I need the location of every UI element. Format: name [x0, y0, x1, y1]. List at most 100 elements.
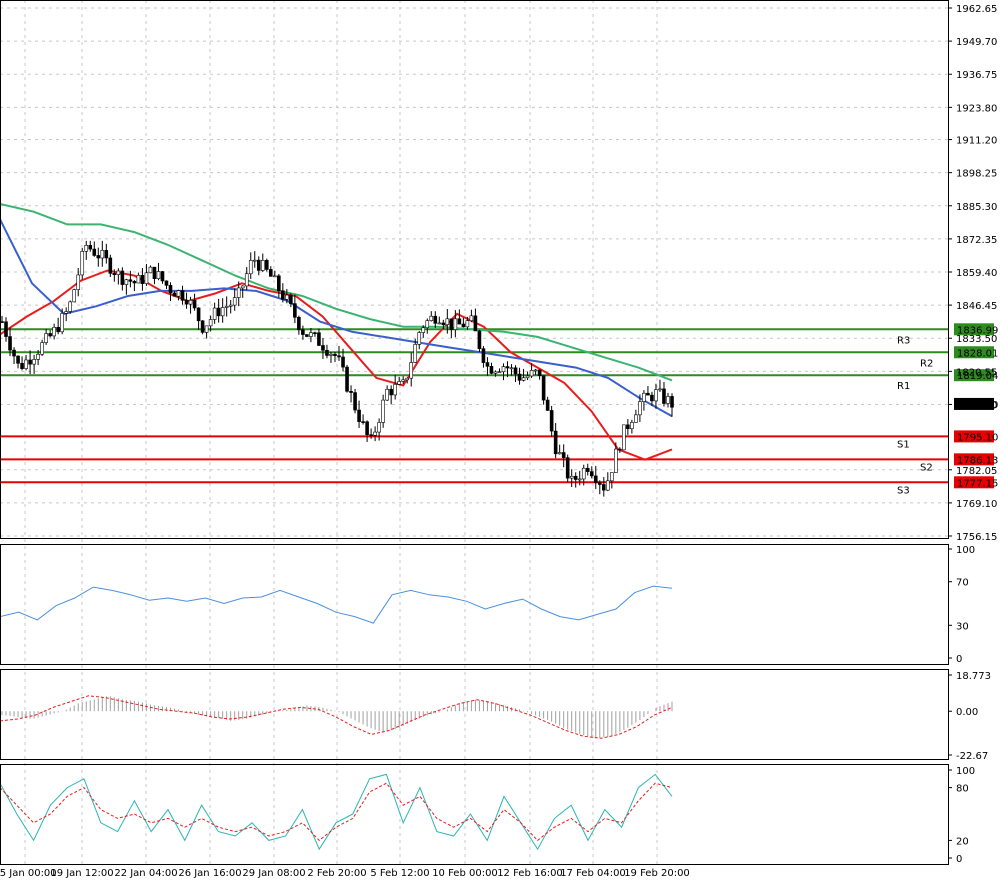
- candle-body: [333, 353, 337, 356]
- y-tick-label: 1923.80: [956, 103, 997, 114]
- candle-body: [349, 391, 353, 393]
- candle-body: [120, 270, 125, 285]
- candle-body: [557, 452, 562, 455]
- candle-body: [618, 448, 622, 451]
- candle-body: [136, 275, 141, 284]
- ma-line-ma_mid: [0, 218, 673, 418]
- candle-body: [160, 271, 165, 282]
- oscillator-panes: [0, 585, 673, 851]
- candle-body: [281, 290, 285, 300]
- candle-body: [581, 467, 586, 480]
- candle-body: [345, 366, 349, 392]
- y-tick-label: 1885.30: [956, 202, 997, 213]
- rsi-tick-label: 70: [956, 578, 969, 589]
- candle-body: [341, 356, 345, 368]
- candle-body: [614, 448, 618, 473]
- level-name-s1: S1: [897, 439, 910, 450]
- candle-body: [329, 353, 333, 356]
- level-name-r3: R3: [897, 335, 910, 346]
- candle-body: [638, 401, 642, 416]
- grid-lines: [0, 0, 948, 865]
- candle-body: [204, 325, 209, 333]
- candle-body: [216, 307, 221, 317]
- candle-body: [429, 315, 434, 321]
- candle-body: [128, 279, 133, 282]
- rsi-line: [0, 585, 673, 624]
- candle-body: [24, 359, 28, 369]
- candle-body: [232, 297, 237, 306]
- candle-body: [144, 272, 149, 284]
- level-name-r2: R2: [920, 358, 933, 369]
- candle-body: [577, 478, 582, 481]
- ma-line-ma_fast: [0, 269, 673, 461]
- candle-body: [630, 422, 634, 430]
- candle-body: [88, 245, 93, 250]
- candle-body: [40, 342, 44, 355]
- macd-tick-label: 18.773: [956, 671, 991, 682]
- y-tick-label: 1833.50: [956, 334, 997, 345]
- level-value-s3: 1777.15: [957, 478, 998, 489]
- candle-body: [622, 424, 626, 451]
- candle-body: [124, 279, 129, 285]
- candle-body: [12, 349, 16, 357]
- candle-body: [317, 332, 321, 346]
- level-tag-s2: [954, 453, 994, 466]
- candle-body: [549, 410, 554, 432]
- level-name-r1: R1: [897, 381, 910, 392]
- candle-body: [525, 375, 530, 379]
- candle-body: [188, 299, 193, 305]
- candle-body: [437, 322, 442, 325]
- x-tick-label: 19 Feb 20:00: [624, 868, 690, 879]
- level-tag-r1: [954, 369, 994, 382]
- candle-body: [545, 399, 550, 411]
- candle-body: [80, 251, 85, 276]
- candle-body: [541, 375, 546, 401]
- candle-body: [477, 330, 482, 349]
- candle-body: [642, 392, 646, 402]
- candle-body: [305, 334, 309, 337]
- candle-body: [413, 344, 418, 363]
- candle-body: [553, 430, 558, 455]
- candle-body: [626, 424, 630, 430]
- candle-body: [8, 336, 12, 351]
- candle-body: [176, 290, 181, 297]
- level-value-r3: 1836.99: [957, 325, 998, 336]
- y-tick-label: 1872.35: [956, 235, 997, 246]
- candle-body: [68, 301, 73, 312]
- candle-body: [152, 266, 157, 280]
- macd-tick-label: -22.67: [956, 751, 988, 762]
- candle-body: [593, 475, 598, 484]
- candle-body: [20, 362, 24, 369]
- x-tick-label: 17 Feb 04:00: [560, 868, 626, 879]
- candle-body: [248, 260, 253, 275]
- candle-body: [569, 475, 574, 479]
- level-tag-r2: [954, 346, 994, 359]
- y-tick-label: 1756.15: [956, 532, 997, 543]
- rsi-tick-label: 30: [956, 621, 969, 632]
- pivot-levels: R3 1836.99 R2 1828.01 R1 1819.04 S1 1795.10 S2 17…: [0, 323, 998, 496]
- candle-body: [445, 318, 450, 325]
- candle-body: [297, 317, 301, 331]
- stoch-tick-label: 80: [956, 784, 969, 795]
- candle-body: [585, 467, 590, 472]
- candle-body: [252, 259, 257, 262]
- candle-body: [321, 345, 325, 351]
- candle-body: [112, 273, 117, 275]
- stoch-tick-label: 100: [956, 766, 975, 777]
- candle-body: [409, 362, 414, 379]
- candle-body: [240, 285, 245, 289]
- candle-body: [212, 307, 217, 320]
- candle-body: [44, 333, 48, 343]
- candle-body: [646, 392, 650, 396]
- y-tick-label: 1949.70: [956, 37, 997, 48]
- candle-body: [509, 367, 514, 370]
- candle-body: [481, 348, 486, 363]
- candle-body: [377, 422, 381, 433]
- y-tick-label: 1962.65: [956, 4, 997, 15]
- candle-body: [505, 366, 510, 369]
- candle-body: [16, 355, 20, 364]
- x-tick-label: 19 Jan 12:00: [50, 868, 113, 879]
- candle-body: [449, 318, 454, 330]
- candle-body: [650, 394, 654, 402]
- candle-body: [56, 326, 60, 333]
